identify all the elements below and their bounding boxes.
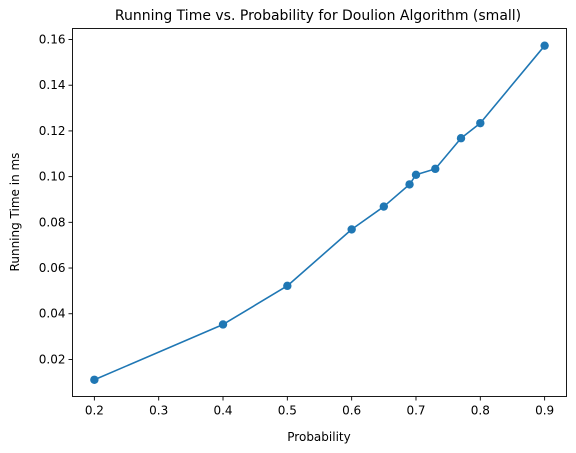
x-tick-label: 0.9	[535, 404, 554, 418]
x-tick-label: 0.6	[342, 404, 361, 418]
x-tick-label: 0.2	[85, 404, 104, 418]
y-tick-label: 0.08	[39, 215, 66, 229]
data-point	[476, 118, 485, 128]
y-tick-label: 0.10	[39, 170, 66, 184]
x-tick-label: 0.4	[213, 404, 232, 418]
x-tick-label: 0.8	[471, 404, 490, 418]
y-axis-label: Running Time in ms	[8, 153, 22, 272]
y-tick-label: 0.14	[39, 78, 66, 92]
data-point	[283, 281, 292, 291]
x-tick-label: 0.5	[278, 404, 297, 418]
y-tick-label: 0.02	[39, 352, 66, 366]
y-tick-label: 0.12	[39, 124, 66, 138]
data-point	[379, 202, 389, 211]
chart-title: Running Time vs. Probability for Doulion…	[115, 8, 521, 24]
data-series	[90, 41, 549, 384]
data-point	[347, 225, 356, 234]
data-point	[456, 134, 466, 143]
data-point	[540, 41, 549, 50]
data-point	[405, 180, 414, 189]
data-point	[411, 170, 421, 179]
data-point	[218, 320, 228, 329]
y-tick-label: 0.06	[39, 261, 66, 275]
data-point	[431, 164, 440, 174]
x-tick-label: 0.7	[406, 404, 425, 418]
data-point	[90, 375, 99, 384]
y-tick-label: 0.04	[39, 307, 66, 321]
y-tick-label: 0.16	[39, 33, 66, 47]
axis-ticks: 0.2 0.3 0.4 0.5 0.6 0.7 0.8 0.9 0.02 0.04 0.06 0.08…	[39, 33, 554, 418]
x-tick-label: 0.3	[149, 404, 168, 418]
x-axis-label: Probability	[287, 430, 350, 444]
plot-area-frame	[72, 28, 567, 397]
